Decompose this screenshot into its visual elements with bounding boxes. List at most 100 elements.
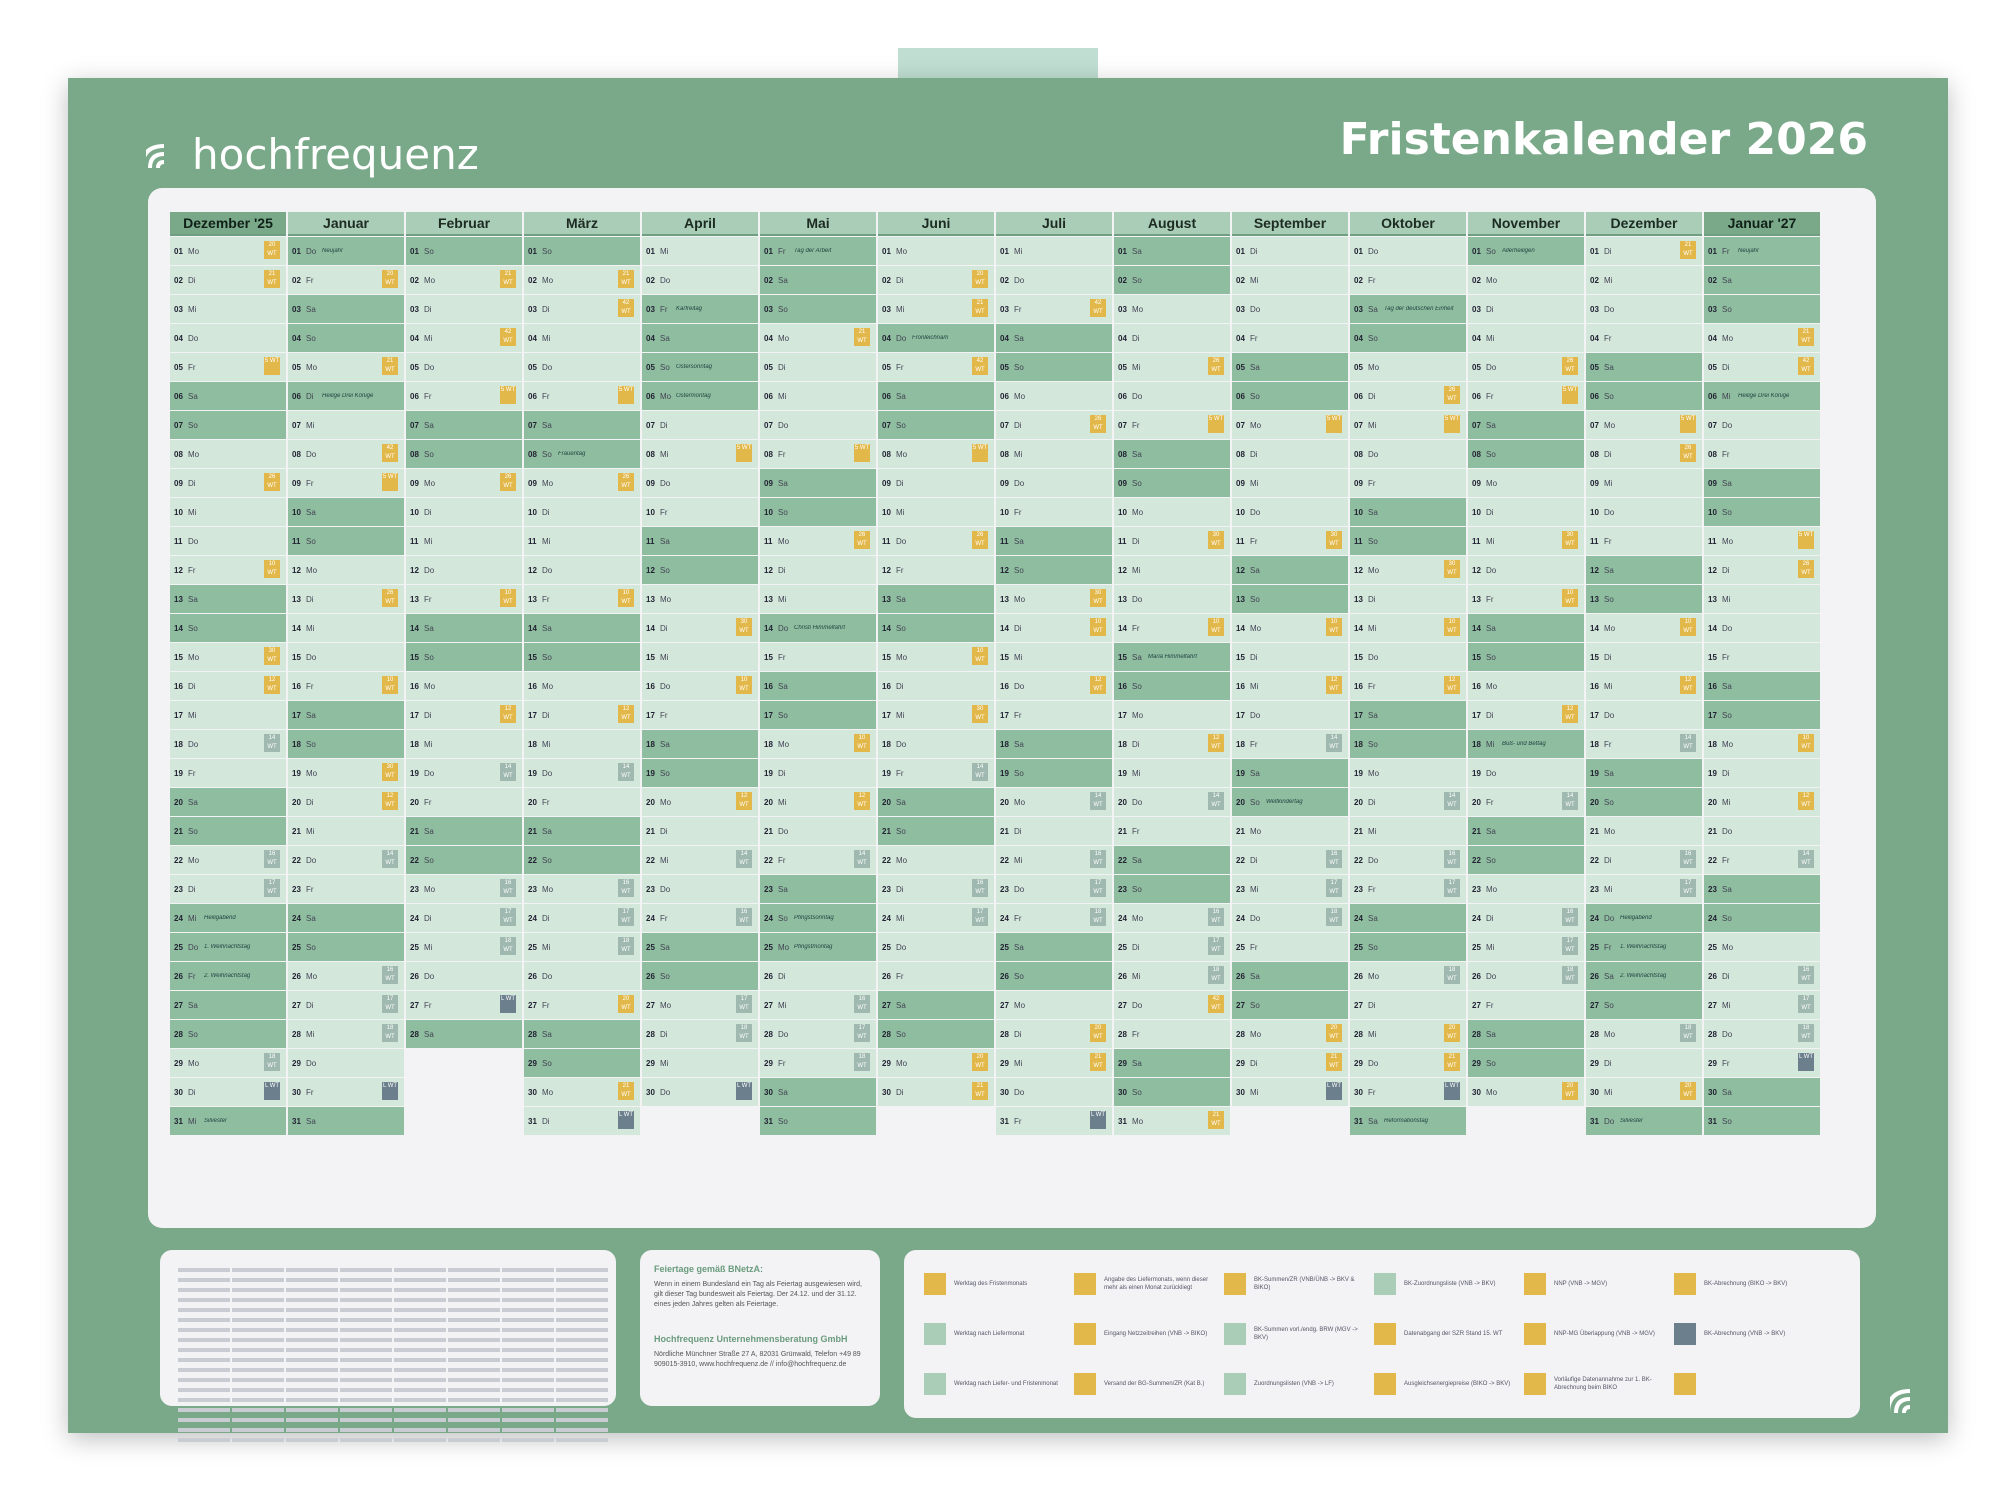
day-row: 25 Di 17 WT — [1114, 933, 1230, 961]
legend-item: Eingang Netzzeitreihen (VNB -> BIKO) — [1074, 1318, 1224, 1350]
legend-swatch — [1224, 1323, 1246, 1345]
legend-label: BK-Summen vorl./endg. BRW (MGV -> BKV) — [1254, 1327, 1358, 1341]
deadline-tag: 30 WT — [1090, 589, 1106, 607]
day-row: 04 Do Fronleichnam — [878, 324, 994, 352]
day-row: 20 Fr — [524, 788, 640, 816]
table-cell — [448, 1358, 500, 1362]
day-row: 05 Do 26 WT — [1468, 353, 1584, 381]
weekday: Di — [1250, 449, 1258, 459]
logo-text: hochfrequenz — [192, 130, 479, 179]
weekday: So — [1132, 275, 1142, 285]
day-number: 06 — [764, 391, 773, 401]
day-row: 06 Fr 5 WT — [406, 382, 522, 410]
holiday-name: Tag der Arbeit — [794, 248, 832, 254]
day-number: 13 — [1472, 594, 1481, 604]
weekday: Di — [1722, 768, 1730, 778]
weekday: Fr — [1368, 478, 1376, 488]
deadline-tag: 42 WT — [972, 357, 988, 375]
holiday-name: Weltkindertag — [1266, 799, 1303, 805]
day-row: 23 Di 16 WT — [878, 875, 994, 903]
weekday: Do — [188, 942, 199, 952]
day-row: 08 Mo 5 WT — [878, 440, 994, 468]
day-row: 31 So — [1704, 1107, 1820, 1135]
weekday: Do — [660, 275, 671, 285]
day-row: 24 Di 17 WT — [406, 904, 522, 932]
legend-swatch — [1674, 1373, 1696, 1395]
day-number: 03 — [292, 304, 301, 314]
day-number: 05 — [1000, 362, 1009, 372]
legend-label: Zuordnungslisten (VNB -> LF) — [1254, 1381, 1334, 1387]
day-number: 28 — [1472, 1029, 1481, 1039]
weekday: Sa — [542, 623, 552, 633]
table-cell — [340, 1268, 392, 1272]
day-number: 24 — [1000, 913, 1009, 923]
weekday: Fr — [1722, 246, 1730, 256]
weekday: Sa — [1368, 913, 1378, 923]
day-row: 15 Mi — [642, 643, 758, 671]
day-number: 25 — [1118, 942, 1127, 952]
month-header: August — [1114, 212, 1230, 236]
table-cell — [394, 1418, 446, 1422]
day-number: 18 — [1472, 739, 1481, 749]
day-number: 25 — [292, 942, 301, 952]
deadline-tag: 20 WT — [1680, 1082, 1696, 1100]
day-row: 22 Fr 14 WT — [760, 846, 876, 874]
day-row: 21 Fr — [1114, 817, 1230, 845]
weekday: Mo — [306, 971, 318, 981]
day-row: 30 Di 21 WT — [878, 1078, 994, 1106]
deadline-tag: 16 WT — [500, 879, 516, 897]
weekday: Fr — [1722, 449, 1730, 459]
day-row: 29 Mo 20 WT — [878, 1049, 994, 1077]
day-row: 16 Mo — [524, 672, 640, 700]
weekday: So — [896, 1029, 906, 1039]
day-row: 15 So — [406, 643, 522, 671]
weekday: Di — [542, 710, 550, 720]
day-row: 11 Mo 26 WT — [760, 527, 876, 555]
day-number: 06 — [292, 391, 301, 401]
day-row: 01 Mi — [996, 237, 1112, 265]
day-number: 24 — [646, 913, 655, 923]
day-row: 28 Fr — [1114, 1020, 1230, 1048]
weekday: Mo — [1132, 507, 1144, 517]
day-number: 03 — [1472, 304, 1481, 314]
weekday: Mi — [306, 420, 315, 430]
weekday: So — [778, 1116, 788, 1126]
deadline-tag: 14 WT — [1326, 734, 1342, 752]
weekday: Mi — [1604, 275, 1613, 285]
day-row: 20 So Weltkindertag — [1232, 788, 1348, 816]
day-number: 30 — [646, 1087, 655, 1097]
weekday: Di — [660, 1029, 668, 1039]
day-number: 21 — [410, 826, 419, 836]
day-row: 28 Di 20 WT — [996, 1020, 1112, 1048]
holiday-title: Feiertage gemäß BNetzA: — [654, 1264, 764, 1274]
day-row: 06 Sa — [878, 382, 994, 410]
weekday: Do — [1604, 710, 1615, 720]
weekday: Mi — [1368, 420, 1377, 430]
deadline-tag: 17 WT — [264, 879, 280, 897]
day-number: 22 — [292, 855, 301, 865]
day-row: 03 Do — [1232, 295, 1348, 323]
deadline-tag: 17 WT — [1090, 879, 1106, 897]
weekday: Fr — [424, 1000, 432, 1010]
deadline-tag: 18 WT — [618, 937, 634, 955]
weekday: Mo — [1604, 1029, 1616, 1039]
deadline-tag: 17 WT — [1326, 879, 1342, 897]
weekday: So — [1604, 797, 1614, 807]
table-cell — [502, 1418, 554, 1422]
day-row: 04 Mi 42 WT — [406, 324, 522, 352]
day-row: 14 So — [878, 614, 994, 642]
day-row: 23 Fr — [288, 875, 404, 903]
day-row: 28 Mi 20 WT — [1350, 1020, 1466, 1048]
day-row: 07 Do — [760, 411, 876, 439]
day-row: 01 Fr Tag der Arbeit — [760, 237, 876, 265]
table-cell — [232, 1348, 284, 1352]
day-row: 18 Fr 14 WT — [1586, 730, 1702, 758]
weekday: Fr — [1014, 1116, 1022, 1126]
day-number: 31 — [1118, 1116, 1127, 1126]
weekday: Sa — [778, 681, 788, 691]
weekday: Sa — [778, 1087, 788, 1097]
day-number: 13 — [882, 594, 891, 604]
weekday: Sa — [1486, 1029, 1496, 1039]
day-number: 01 — [1354, 246, 1363, 256]
day-row: 18 So — [1350, 730, 1466, 758]
